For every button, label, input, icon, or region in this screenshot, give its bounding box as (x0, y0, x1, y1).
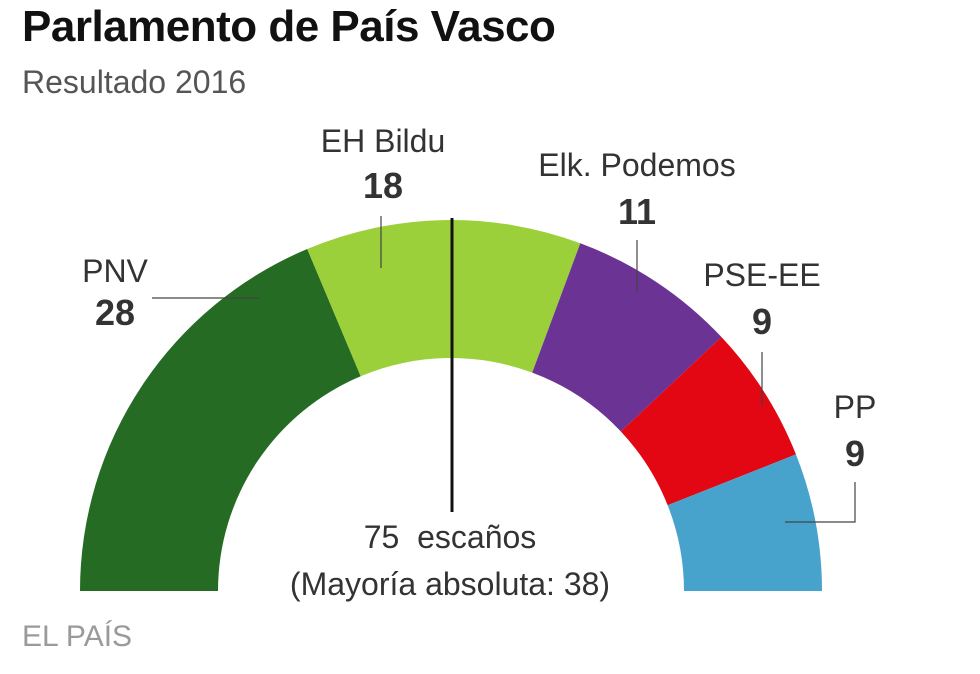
total-seats-label: 75 escaños (364, 519, 537, 555)
party-seats-elk-podemos: 11 (618, 191, 656, 232)
party-name-eh-bildu: EH Bildu (321, 123, 446, 159)
party-seats-pp: 9 (845, 433, 865, 474)
source-credit: EL PAÍS (22, 620, 133, 653)
party-seats-pse-ee: 9 (752, 301, 772, 342)
chart-title: Parlamento de País Vasco (22, 2, 556, 51)
party-seats-eh-bildu: 18 (363, 165, 403, 206)
seat-arc-pse-ee (620, 337, 796, 506)
party-seats-pnv: 28 (95, 292, 135, 333)
label-leader-lines (152, 216, 856, 523)
chart-subtitle: Resultado 2016 (22, 64, 247, 100)
leader-line-pp (785, 482, 856, 523)
party-name-pnv: PNV (82, 253, 148, 289)
party-name-pse-ee: PSE-EE (703, 257, 820, 293)
seat-arcs (80, 220, 822, 591)
seat-arc-pp (667, 454, 822, 591)
majority-label: (Mayoría absoluta: 38) (290, 566, 610, 602)
party-name-elk-podemos: Elk. Podemos (538, 147, 735, 183)
party-name-pp: PP (834, 389, 877, 425)
seat-arc-pnv (80, 248, 361, 591)
seat-arc-eh-bildu (307, 220, 581, 377)
seat-arc-elk-podemos (532, 243, 722, 432)
